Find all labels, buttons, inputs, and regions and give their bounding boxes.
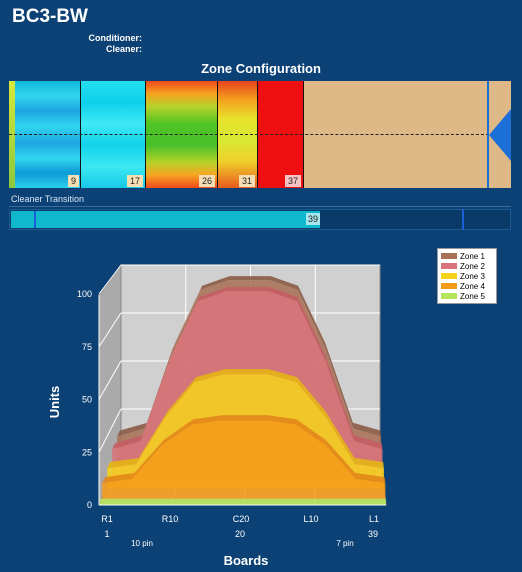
foul-line-marker: [487, 81, 489, 188]
pin-label: 7 pin: [336, 539, 353, 548]
cleaner-transition-fill: [11, 211, 320, 228]
x-number-label: 39: [368, 529, 378, 539]
x-number-label: 1: [104, 529, 109, 539]
gridline-side: [98, 360, 122, 400]
legend-item-zone-5: Zone 5: [441, 291, 493, 301]
chart-series-areas: [100, 276, 386, 505]
lane-title: BC3-BW: [12, 6, 88, 27]
series-area: [102, 420, 386, 500]
legend-item-zone-3: Zone 3: [441, 271, 493, 281]
zone-boundary-label: 31: [238, 175, 255, 187]
series-top-face: [107, 369, 384, 469]
chart-legend: Zone 1 Zone 2 Zone 3 Zone 4 Zone 5: [437, 248, 497, 304]
cleaner-start-marker[interactable]: [34, 211, 36, 228]
x-tick-label: R1: [101, 514, 113, 524]
legend-item-zone-1: Zone 1: [441, 251, 493, 261]
conditioner-label: Conditioner:: [88, 33, 143, 43]
zone-configuration-panel[interactable]: 9 17 26 31 37: [9, 81, 511, 188]
cleaner-transition-bar[interactable]: 39: [9, 209, 511, 230]
zone-boundary-label: 37: [284, 175, 301, 187]
y-tick-label: 0: [87, 500, 92, 510]
y-tick-label: 25: [82, 447, 92, 457]
chart-axes: 0 25 50 75 100 R1 R10 C20 L10 L1 1 20 39 10 pin 7 pin U…: [47, 289, 386, 568]
legend-swatch: [441, 293, 457, 299]
zone-configuration-title: Zone Configuration: [201, 61, 321, 76]
gridline-side: [98, 312, 122, 348]
y-tick-label: 50: [82, 395, 92, 405]
cleaner-transition-label: Cleaner Transition: [11, 194, 85, 204]
zone-boundary-label: 26: [198, 175, 215, 187]
lane-center-line: [9, 134, 489, 135]
pin-deck-triangle: [489, 109, 511, 161]
legend-item-zone-4: Zone 4: [441, 281, 493, 291]
y-tick-label: 75: [82, 342, 92, 352]
legend-item-zone-2: Zone 2: [441, 261, 493, 271]
legend-swatch: [441, 273, 457, 279]
series-top-face: [102, 415, 386, 484]
x-axis-title: Boards: [224, 553, 269, 568]
pin-label: 10 pin: [131, 539, 153, 548]
series-top-face: [117, 276, 382, 437]
zone-boundary-label: 9: [67, 175, 79, 187]
zone-boundary-label: 17: [126, 175, 143, 187]
gridline-side: [98, 264, 122, 295]
legend-swatch: [441, 253, 457, 259]
legend-swatch: [441, 263, 457, 269]
cleaner-transition-value: 39: [306, 213, 321, 225]
legend-swatch: [441, 283, 457, 289]
x-tick-label: L1: [369, 514, 379, 524]
series-top-face: [112, 287, 383, 450]
cleaner-end-marker[interactable]: [462, 209, 464, 230]
x-number-label: 20: [235, 529, 245, 539]
cleaner-label: Cleaner:: [105, 44, 142, 54]
series-area: [100, 498, 386, 505]
x-tick-label: L10: [303, 514, 318, 524]
x-tick-label: R10: [162, 514, 179, 524]
y-axis-title: Units: [47, 386, 62, 419]
cleaner-transition-divider: [9, 206, 511, 207]
y-tick-label: 100: [77, 289, 92, 299]
gridline-side: [98, 408, 122, 453]
x-tick-label: C20: [233, 514, 250, 524]
